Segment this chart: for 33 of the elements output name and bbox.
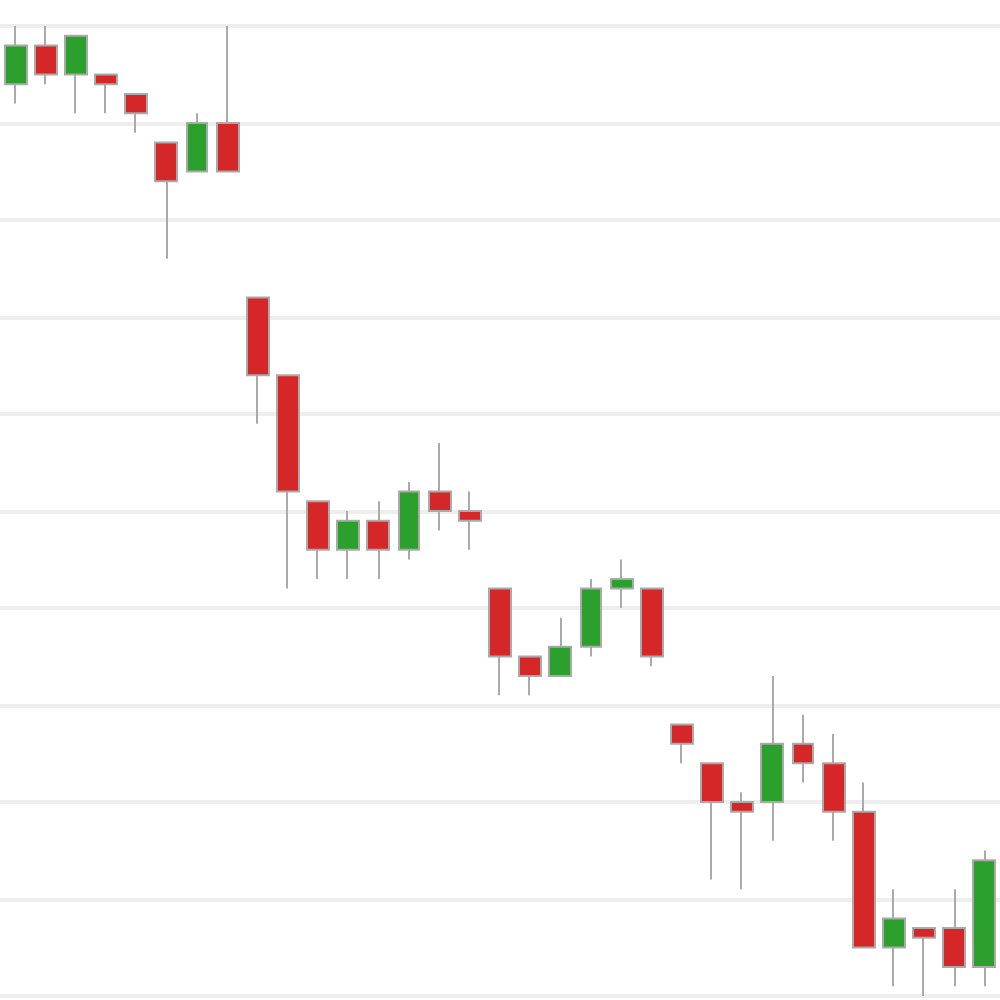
candlestick <box>366 500 390 580</box>
candlestick <box>792 713 814 784</box>
candlestick <box>822 733 846 842</box>
candlestick <box>428 442 452 532</box>
candlestick <box>518 655 542 697</box>
candlestick <box>154 141 178 260</box>
candlestick <box>548 616 572 677</box>
candlestick <box>186 112 208 173</box>
candlestick <box>942 888 966 988</box>
candlestick <box>670 723 694 765</box>
candlestick <box>216 25 240 173</box>
candlestick <box>760 674 784 842</box>
candlestick <box>124 92 148 134</box>
candlestick <box>580 577 602 658</box>
candlestick <box>94 73 118 115</box>
candlestick <box>972 849 996 988</box>
candlestick <box>700 762 724 881</box>
candlestick <box>4 25 28 105</box>
candlestick <box>912 927 936 997</box>
candlestick <box>458 490 482 551</box>
candlestick <box>852 781 876 949</box>
candlestick <box>276 374 300 590</box>
candlestick <box>640 587 664 668</box>
candlestick <box>34 25 58 86</box>
candlestick <box>398 480 420 561</box>
candlestick <box>246 296 270 425</box>
candlestick <box>306 500 330 580</box>
candlestick <box>336 510 360 580</box>
candlestick <box>882 888 906 988</box>
candlestick <box>730 791 754 891</box>
candlestick <box>488 587 512 697</box>
candlestick <box>64 34 88 115</box>
candlestick <box>610 558 634 609</box>
